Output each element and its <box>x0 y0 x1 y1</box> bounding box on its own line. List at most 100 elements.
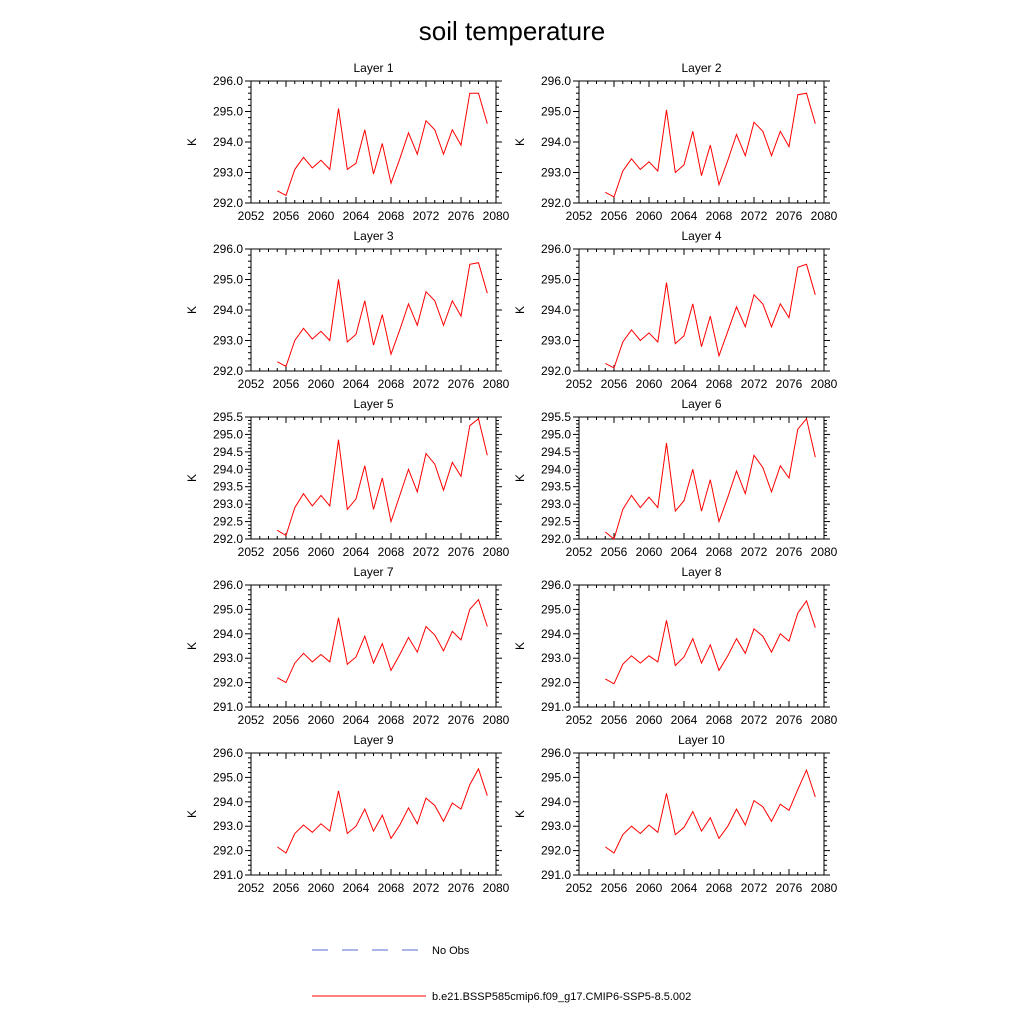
x-tick-label: 2056 <box>601 545 628 559</box>
plot-frame <box>250 752 497 876</box>
y-tick-label: 292.0 <box>541 364 571 378</box>
y-tick-label: 293.5 <box>213 480 243 494</box>
y-tick-label: 294.0 <box>213 303 243 317</box>
x-tick-label: 2064 <box>671 377 698 391</box>
x-tick-label: 2052 <box>238 209 265 223</box>
x-tick-label: 2060 <box>636 209 663 223</box>
y-tick-label: 295.0 <box>541 770 571 784</box>
plot-frame <box>250 584 497 708</box>
y-tick-label: 292.0 <box>541 676 571 690</box>
panel-title: Layer 4 <box>681 229 721 243</box>
y-axis-label: K <box>185 138 199 146</box>
y-tick-label: 292.0 <box>541 844 571 858</box>
series-line-model <box>605 92 816 198</box>
x-tick-label: 2068 <box>378 881 405 895</box>
x-tick-label: 2072 <box>413 209 440 223</box>
x-tick-label: 2064 <box>343 881 370 895</box>
x-tick-label: 2072 <box>413 545 440 559</box>
x-tick-label: 2080 <box>811 209 838 223</box>
x-tick-label: 2052 <box>566 545 593 559</box>
panel-title: Layer 5 <box>353 397 393 411</box>
series-line-model <box>277 417 488 537</box>
y-tick-label: 295.0 <box>541 427 571 441</box>
y-tick-label: 291.0 <box>213 700 243 714</box>
legend-label-obs: No Obs <box>432 945 470 957</box>
x-tick-label: 2072 <box>741 881 768 895</box>
y-axis-label: K <box>185 474 199 482</box>
panel-layer-7: Layer 7 2052 2056 2060 2064 2068 2072 2076 2080 2… <box>185 565 510 727</box>
x-tick-label: 2056 <box>601 377 628 391</box>
y-axis-label: K <box>185 642 199 650</box>
x-tick-label: 2056 <box>273 209 300 223</box>
y-tick-label: 294.0 <box>541 303 571 317</box>
y-axis-label: K <box>185 306 199 314</box>
y-tick-label: 296.0 <box>213 746 243 760</box>
x-tick-label: 2064 <box>671 209 698 223</box>
panel-layer-5: Layer 5 2052 2056 2060 2064 2068 2072 2076 2080 2… <box>185 397 510 559</box>
y-tick-label: 295.0 <box>213 427 243 441</box>
y-tick-label: 295.0 <box>541 105 571 119</box>
x-tick-label: 2060 <box>636 545 663 559</box>
y-tick-label: 296.0 <box>541 746 571 760</box>
y-tick-label: 293.0 <box>213 166 243 180</box>
x-tick-label: 2080 <box>483 881 510 895</box>
x-tick-label: 2072 <box>741 209 768 223</box>
y-tick-label: 296.0 <box>213 242 243 256</box>
y-tick-label: 293.0 <box>541 819 571 833</box>
x-tick-label: 2052 <box>566 881 593 895</box>
x-tick-label: 2076 <box>448 545 475 559</box>
x-tick-label: 2052 <box>238 545 265 559</box>
y-tick-label: 291.0 <box>541 700 571 714</box>
y-tick-label: 292.0 <box>213 676 243 690</box>
x-tick-label: 2064 <box>671 881 698 895</box>
x-tick-label: 2080 <box>483 713 510 727</box>
x-tick-label: 2068 <box>706 209 733 223</box>
plot-frame <box>578 416 825 540</box>
x-tick-label: 2076 <box>776 881 803 895</box>
series-line-model <box>605 263 816 369</box>
series-line-model <box>277 92 488 197</box>
y-tick-label: 292.0 <box>541 532 571 546</box>
y-tick-label: 292.0 <box>213 196 243 210</box>
y-tick-label: 292.0 <box>213 532 243 546</box>
y-tick-label: 293.0 <box>213 651 243 665</box>
legend: No Obs b.e21.BSSP585cmip6.f09_g17.CMIP6-… <box>312 945 691 1003</box>
x-tick-label: 2076 <box>448 881 475 895</box>
x-tick-label: 2068 <box>706 881 733 895</box>
y-axis-label: K <box>513 810 527 818</box>
panel-layer-6: Layer 6 2052 2056 2060 2064 2068 2072 2076 2080 2… <box>513 397 838 559</box>
panel-layer-3: Layer 3 2052 2056 2060 2064 2068 2072 2076 2080 2… <box>185 229 510 391</box>
x-tick-label: 2072 <box>741 377 768 391</box>
x-tick-label: 2080 <box>811 545 838 559</box>
x-tick-label: 2064 <box>343 209 370 223</box>
y-tick-label: 294.0 <box>213 795 243 809</box>
x-tick-label: 2080 <box>811 713 838 727</box>
x-tick-label: 2080 <box>811 377 838 391</box>
x-tick-label: 2068 <box>706 713 733 727</box>
x-tick-label: 2068 <box>378 209 405 223</box>
plot-frame <box>250 416 497 540</box>
x-tick-label: 2068 <box>378 713 405 727</box>
y-tick-label: 294.5 <box>541 445 571 459</box>
y-tick-label: 295.0 <box>213 273 243 287</box>
x-tick-label: 2072 <box>741 545 768 559</box>
y-tick-label: 293.5 <box>541 480 571 494</box>
panel-layer-2: Layer 2 2052 2056 2060 2064 2068 2072 2076 2080 2… <box>513 61 838 223</box>
x-tick-label: 2064 <box>671 545 698 559</box>
y-tick-label: 293.0 <box>541 651 571 665</box>
y-tick-label: 295.0 <box>541 273 571 287</box>
y-tick-label: 295.5 <box>541 410 571 424</box>
x-tick-label: 2068 <box>378 545 405 559</box>
y-tick-label: 294.0 <box>541 135 571 149</box>
y-tick-label: 294.0 <box>541 462 571 476</box>
x-tick-label: 2080 <box>483 209 510 223</box>
x-tick-label: 2068 <box>706 377 733 391</box>
y-tick-label: 296.0 <box>213 74 243 88</box>
panel-title: Layer 9 <box>353 733 393 747</box>
plot-frame <box>578 752 825 876</box>
x-tick-label: 2052 <box>238 881 265 895</box>
main-title: soil temperature <box>419 16 605 46</box>
y-tick-label: 295.0 <box>541 602 571 616</box>
x-tick-label: 2060 <box>636 881 663 895</box>
